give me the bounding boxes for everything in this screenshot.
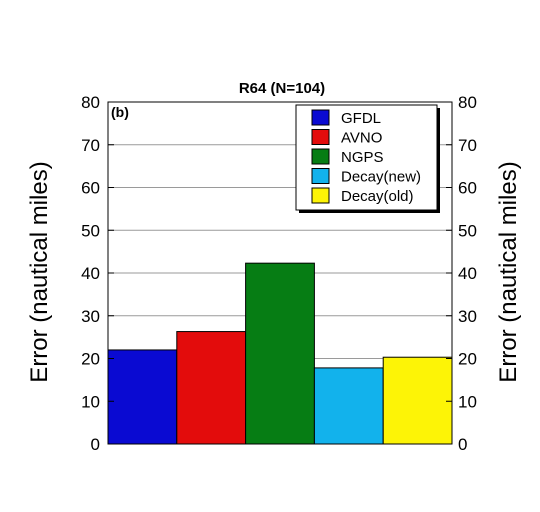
bar-decay-new bbox=[313, 367, 384, 445]
panel-label: (b) bbox=[111, 104, 129, 120]
left-tick-label: 0 bbox=[91, 435, 100, 454]
right-tick-label: 10 bbox=[458, 392, 477, 411]
legend-swatch bbox=[311, 187, 330, 204]
right-tick-label: 70 bbox=[458, 136, 477, 155]
right-tick-label: 60 bbox=[458, 179, 477, 198]
left-tick-label: 20 bbox=[81, 350, 100, 369]
bar-gfdl bbox=[107, 349, 178, 445]
left-tick-label: 50 bbox=[81, 221, 100, 240]
left-tick-label: 70 bbox=[81, 136, 100, 155]
left-tick-label: 30 bbox=[81, 307, 100, 326]
right-tick-label: 80 bbox=[458, 93, 477, 112]
right-tick-label: 20 bbox=[458, 350, 477, 369]
bars bbox=[107, 262, 453, 445]
bar-decay-old bbox=[382, 356, 453, 445]
legend-swatch bbox=[311, 109, 330, 126]
bar-avno bbox=[176, 331, 247, 445]
legend-swatch bbox=[311, 148, 330, 165]
left-tick-label: 10 bbox=[81, 392, 100, 411]
right-axis: 0 10 20 30 40 50 60 70 80 bbox=[446, 93, 477, 454]
y-axis-label-left: Error (nautical miles) bbox=[26, 161, 53, 382]
right-tick-label: 40 bbox=[458, 264, 477, 283]
left-axis: 0 10 20 30 40 50 60 70 80 bbox=[81, 93, 114, 454]
legend: GFDL AVNO NGPS Decay(new) Decay(old) bbox=[295, 104, 440, 213]
left-tick-label: 80 bbox=[81, 93, 100, 112]
y-axis-label-right: Error (nautical miles) bbox=[495, 161, 522, 382]
legend-label: Decay(new) bbox=[341, 169, 421, 186]
legend-label: Decay(old) bbox=[341, 188, 414, 205]
left-tick-label: 60 bbox=[81, 179, 100, 198]
right-tick-label: 50 bbox=[458, 221, 477, 240]
bar-ngps bbox=[245, 262, 315, 445]
right-tick-label: 30 bbox=[458, 307, 477, 326]
legend-swatch bbox=[311, 168, 330, 184]
right-tick-label: 0 bbox=[458, 435, 467, 454]
legend-label: GFDL bbox=[341, 110, 381, 127]
legend-swatch bbox=[311, 129, 330, 145]
legend-label: AVNO bbox=[341, 130, 382, 147]
left-tick-label: 40 bbox=[81, 264, 100, 283]
chart-title: R64 (N=104) bbox=[239, 80, 325, 97]
legend-label: NGPS bbox=[341, 149, 384, 166]
